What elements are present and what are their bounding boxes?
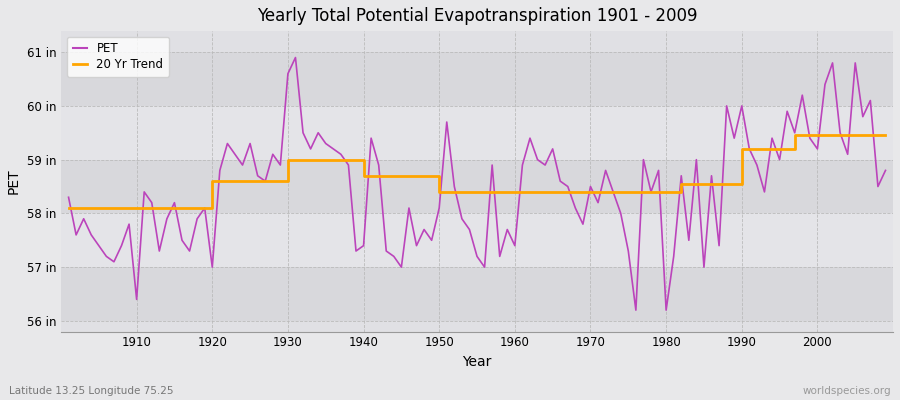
PET	[298, 130, 309, 135]
20 Yr Trend	[290, 157, 301, 162]
Line: 20 Yr Trend: 20 Yr Trend	[68, 136, 886, 208]
Legend: PET, 20 Yr Trend: PET, 20 Yr Trend	[67, 36, 169, 77]
Bar	[61, 52, 893, 106]
Y-axis label: PET: PET	[7, 168, 21, 194]
20 Yr Trend	[880, 133, 891, 138]
PET	[63, 195, 74, 200]
Bar	[61, 267, 893, 321]
Bar	[61, 106, 893, 160]
PET	[608, 190, 618, 194]
Text: worldspecies.org: worldspecies.org	[803, 386, 891, 396]
PET	[517, 163, 527, 168]
Bar	[61, 160, 893, 213]
20 Yr Trend	[336, 157, 346, 162]
X-axis label: Year: Year	[463, 355, 491, 369]
20 Yr Trend	[502, 190, 513, 194]
PET	[631, 308, 642, 312]
Title: Yearly Total Potential Evapotranspiration 1901 - 2009: Yearly Total Potential Evapotranspiratio…	[256, 7, 698, 25]
20 Yr Trend	[63, 206, 74, 210]
20 Yr Trend	[509, 190, 520, 194]
PET	[509, 243, 520, 248]
20 Yr Trend	[789, 133, 800, 138]
Text: Latitude 13.25 Longitude 75.25: Latitude 13.25 Longitude 75.25	[9, 386, 174, 396]
Line: PET: PET	[68, 58, 886, 310]
PET	[290, 55, 301, 60]
20 Yr Trend	[123, 206, 134, 210]
PET	[123, 222, 134, 226]
PET	[343, 163, 354, 168]
Bar	[61, 213, 893, 267]
PET	[880, 168, 891, 173]
20 Yr Trend	[600, 190, 611, 194]
